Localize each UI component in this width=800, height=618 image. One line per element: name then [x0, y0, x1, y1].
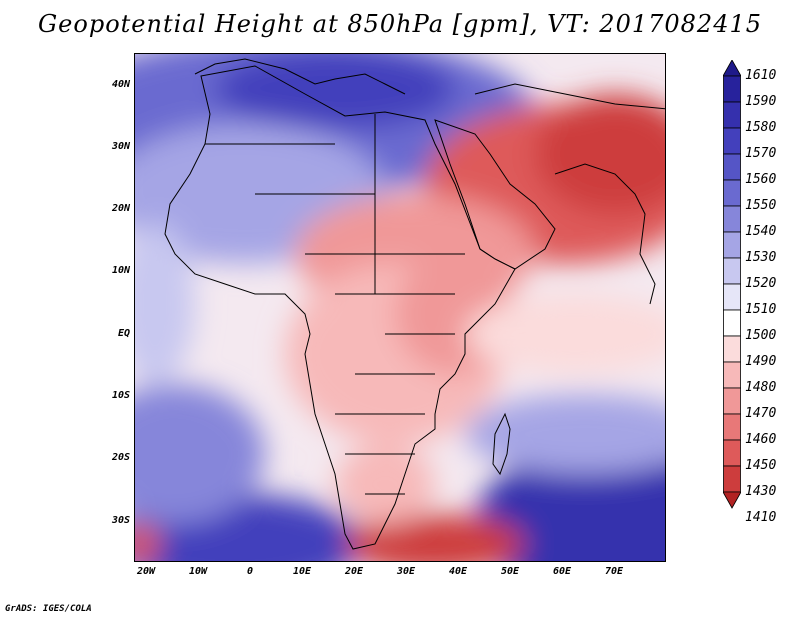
field-red-sw-corner	[135, 524, 160, 561]
colorbar-box	[723, 309, 741, 337]
height-field	[135, 54, 665, 561]
field-blue-west	[135, 224, 195, 384]
lat-label-10s: 10S	[111, 390, 130, 401]
lon-label-10w: 10W	[188, 566, 208, 577]
colorbar-box	[723, 439, 741, 467]
europe-coastline	[194, 58, 406, 95]
colorbar-label: 1490	[745, 354, 777, 369]
lon-label-30e: 30E	[396, 566, 416, 577]
colorbar-label: 1560	[745, 172, 777, 187]
colorbar-label: 1610	[745, 68, 777, 83]
arabia-coastline	[434, 119, 556, 270]
colorbar-label: 1500	[745, 328, 777, 343]
colorbar-label: 1430	[745, 484, 777, 499]
country-borders	[205, 114, 465, 495]
lon-label-50e: 50E	[500, 566, 520, 577]
map-plot	[134, 53, 666, 562]
field-red-asia	[535, 94, 665, 214]
colorbar-box	[723, 101, 741, 129]
lon-label-10e: 10E	[292, 566, 312, 577]
colorbar	[723, 60, 741, 509]
colorbar-box	[723, 179, 741, 207]
field-red-southafrica	[335, 444, 435, 524]
colorbar-box	[723, 283, 741, 311]
coastlines	[164, 58, 665, 550]
madagascar	[492, 412, 511, 476]
lat-label-20s: 20S	[111, 452, 130, 463]
colorbar-label: 1480	[745, 380, 777, 395]
colorbar-label: 1510	[745, 302, 777, 317]
lon-label-70e: 70E	[604, 566, 624, 577]
colorbar-box	[723, 75, 741, 103]
colorbar-top-arrow	[723, 60, 741, 77]
field-blue-southatlantic	[135, 384, 265, 524]
colorbar-label: 1460	[745, 432, 777, 447]
colorbar-label: 1540	[745, 224, 777, 239]
colorbar-box	[723, 335, 741, 363]
lon-label-60e: 60E	[552, 566, 572, 577]
lat-label-40n: 40N	[111, 79, 130, 90]
lon-label-20e: 20E	[344, 566, 364, 577]
lat-label-10n: 10N	[111, 265, 130, 276]
lat-label-30s: 30S	[111, 515, 130, 526]
field-blue-southeast	[475, 444, 665, 561]
field-pink-indian	[465, 294, 665, 374]
map-title: Geopotential Height at 850hPa [gpm], VT:…	[38, 10, 762, 38]
africa-coastline	[164, 65, 516, 550]
colorbar-box	[723, 361, 741, 389]
lon-label-20w: 20W	[136, 566, 156, 577]
colorbar-label: 1520	[745, 276, 777, 291]
colorbar-label: 1450	[745, 458, 777, 473]
colorbar-box	[723, 205, 741, 233]
colorbar-label: 1470	[745, 406, 777, 421]
lat-label-30n: 30N	[111, 141, 130, 152]
colorbar-label: 1530	[745, 250, 777, 265]
colorbar-label: 1590	[745, 94, 777, 109]
colorbar-box	[723, 465, 741, 493]
colorbar-box	[723, 153, 741, 181]
colorbar-box	[723, 231, 741, 259]
field-blue-southindian	[465, 394, 665, 474]
lon-label-40e: 40E	[448, 566, 468, 577]
colorbar-box	[723, 387, 741, 415]
asia-coastline	[474, 83, 665, 305]
colorbar-label: 1410	[745, 510, 777, 525]
colorbar-box	[723, 127, 741, 155]
lat-label-20n: 20N	[111, 203, 130, 214]
colorbar-box	[723, 413, 741, 441]
footer-credit: GrADS: IGES/COLA	[5, 604, 92, 614]
colorbar-label: 1580	[745, 120, 777, 135]
colorbar-box	[723, 257, 741, 285]
colorbar-label: 1570	[745, 146, 777, 161]
field-blue-north-core	[215, 54, 455, 129]
field-red-southern	[345, 514, 525, 561]
lat-label-eq: EQ	[117, 328, 130, 339]
lon-label-0: 0	[246, 566, 254, 577]
colorbar-label: 1550	[745, 198, 777, 213]
colorbar-bottom-arrow	[723, 491, 741, 509]
